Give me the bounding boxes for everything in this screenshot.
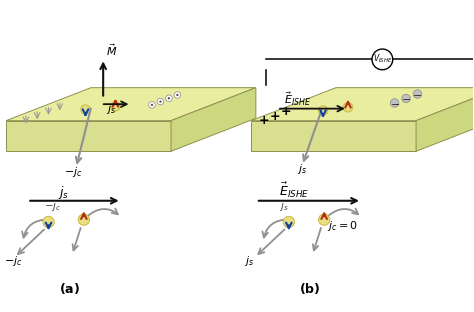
Text: $j_s$: $j_s$ (279, 199, 289, 213)
Text: $j_s$: $j_s$ (298, 163, 308, 177)
Circle shape (81, 105, 90, 114)
Text: +: + (281, 105, 291, 118)
Circle shape (111, 102, 120, 111)
Polygon shape (171, 88, 256, 151)
Text: +: + (269, 110, 280, 123)
Polygon shape (416, 88, 474, 151)
Polygon shape (251, 121, 416, 151)
Polygon shape (6, 88, 256, 121)
Text: $-j_c$: $-j_c$ (44, 199, 61, 213)
Text: $\vec{M}$: $\vec{M}$ (107, 42, 118, 57)
Circle shape (402, 94, 410, 103)
Circle shape (390, 99, 399, 107)
Circle shape (319, 214, 330, 225)
Circle shape (159, 100, 162, 103)
Text: $\vec{E}_{ISHE}$: $\vec{E}_{ISHE}$ (284, 90, 311, 108)
Polygon shape (6, 121, 171, 151)
Circle shape (151, 104, 153, 106)
Text: $\mathbf{(a)}$: $\mathbf{(a)}$ (59, 281, 80, 296)
Text: $-$: $-$ (401, 94, 411, 104)
Circle shape (176, 94, 179, 96)
Text: $-j_c$: $-j_c$ (4, 254, 22, 268)
Text: $V_{ISHE}$: $V_{ISHE}$ (373, 53, 392, 65)
Text: $j_s$: $j_s$ (58, 184, 69, 201)
Circle shape (168, 97, 170, 100)
Circle shape (157, 98, 164, 105)
Text: $\mathbf{(b)}$: $\mathbf{(b)}$ (300, 281, 321, 296)
Circle shape (343, 103, 353, 112)
Text: $-j_c$: $-j_c$ (64, 165, 83, 179)
Text: $\vec{E}_{ISHE}$: $\vec{E}_{ISHE}$ (279, 181, 310, 200)
Circle shape (413, 90, 422, 98)
Circle shape (174, 92, 181, 98)
Text: $-$: $-$ (390, 98, 400, 108)
Text: $j_s$: $j_s$ (106, 102, 116, 116)
Circle shape (149, 102, 155, 108)
Circle shape (372, 49, 393, 70)
Circle shape (43, 216, 54, 228)
Circle shape (165, 95, 172, 102)
Text: +: + (258, 114, 269, 127)
Text: $-$: $-$ (412, 89, 422, 99)
Polygon shape (251, 88, 474, 121)
Text: $j_c = 0$: $j_c = 0$ (327, 219, 357, 233)
Circle shape (78, 214, 90, 225)
Circle shape (283, 216, 294, 228)
Text: $j_s$: $j_s$ (244, 254, 254, 268)
Circle shape (319, 106, 328, 115)
